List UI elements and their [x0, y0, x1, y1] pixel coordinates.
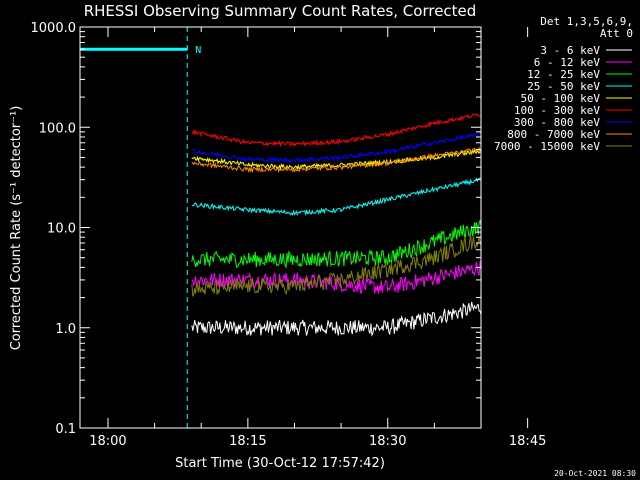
y-tick-label: 10.0: [47, 222, 76, 237]
series-line-7000-15000keV: [191, 235, 481, 297]
x-tick-label: 18:45: [509, 434, 546, 449]
series-group: NS: [80, 27, 640, 428]
annotation-saa-label: S: [616, 39, 622, 50]
x-tick-label: 18:00: [89, 434, 126, 449]
series-line-12-25keV: [191, 219, 481, 269]
y-tick-label: 0.1: [55, 422, 76, 437]
series-line-3-6keV: [191, 301, 481, 337]
legend-entry-label: 6 - 12 keV: [534, 56, 601, 69]
y-tick-label: 1000.0: [31, 21, 77, 36]
legend-entry-label: 3 - 6 keV: [540, 44, 600, 57]
annotation-night: N: [80, 27, 201, 428]
footer-timestamp: 20-Oct-2021 08:30: [554, 469, 636, 478]
plot-area: NS: [80, 27, 640, 428]
y-tick-label: 100.0: [39, 121, 76, 136]
legend-entry-label: 7000 - 15000 keV: [494, 140, 600, 153]
axes: 0.1 1.0 10.0 100.0 1000.0 18:00 18:15 18:30 18:4…: [31, 21, 547, 449]
legend-entry-label: 800 - 7000 keV: [507, 128, 600, 141]
x-axis-label: Start Time (30-Oct-12 17:57:42): [175, 456, 385, 471]
series-line-800-7000keV: [191, 145, 481, 174]
series-line-50-100keV: [191, 148, 481, 171]
chart-title: RHESSI Observing Summary Count Rates, Co…: [84, 2, 477, 20]
legend-entry-label: 12 - 25 keV: [527, 68, 600, 81]
plot-frame: [79, 26, 482, 429]
annotation-night-label: N: [195, 45, 201, 56]
legend-header-line-1: Det 1,3,5,6,9,: [540, 15, 633, 28]
series-line-25-50keV: [191, 177, 481, 217]
legend-header-line-2: Att 0: [600, 27, 633, 40]
annotation-saa: S: [616, 27, 640, 428]
legend-entry-label: 300 - 800 keV: [514, 116, 600, 129]
series-line-100-300keV: [191, 113, 481, 148]
legend-entry-label: 100 - 300 keV: [514, 104, 600, 117]
y-tick-label: 1.0: [55, 322, 76, 337]
series-line-300-800keV: [191, 131, 481, 164]
x-tick-label: 18:30: [369, 434, 406, 449]
y-axis-label: Corrected Count Rate (s⁻¹ detector⁻¹): [9, 106, 24, 351]
x-tick-label: 18:15: [229, 434, 266, 449]
legend-entry-label: 50 - 100 keV: [521, 92, 601, 105]
legend-entry-label: 25 - 50 keV: [527, 80, 600, 93]
